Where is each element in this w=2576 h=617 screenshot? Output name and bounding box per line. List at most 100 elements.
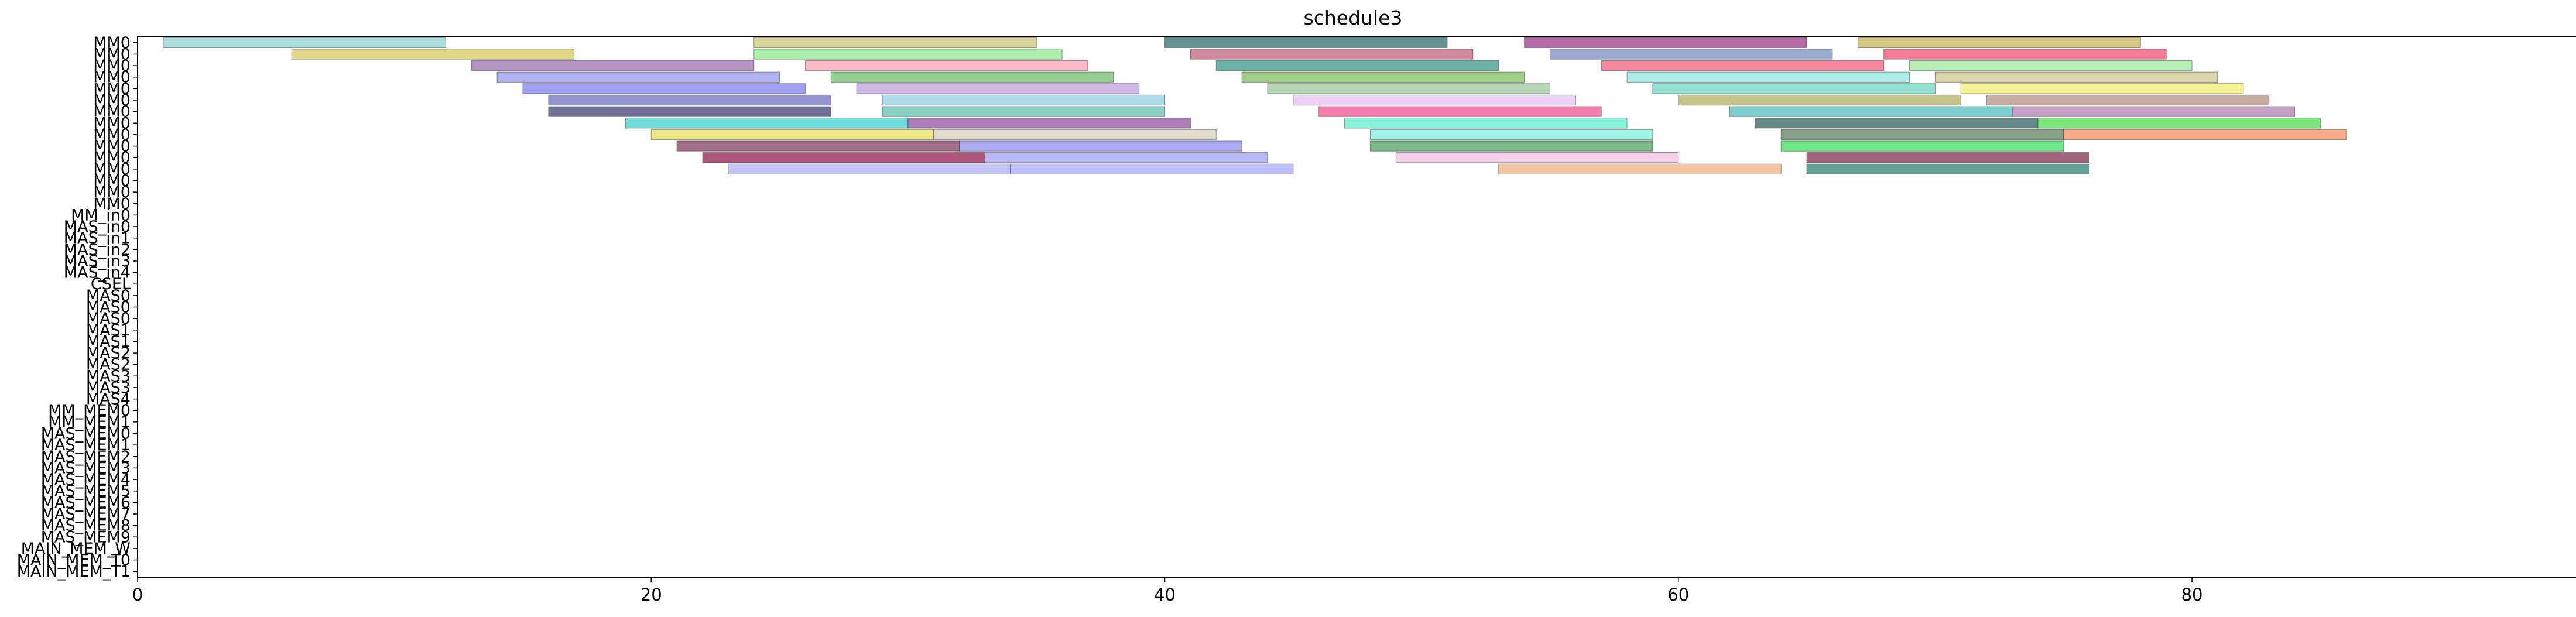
task-bar-2 xyxy=(1164,37,1448,48)
y-tick-label-1: MM0 xyxy=(93,45,131,63)
y-tick-label-30: MAS3 xyxy=(86,379,131,397)
y-tick-label-40: MAS_MEM6 xyxy=(41,493,131,512)
y-tick-label-9: MM0 xyxy=(93,138,131,156)
task-bar-27 xyxy=(1293,94,1576,106)
y-tick-label-25: MAS1 xyxy=(86,321,131,340)
task-bar-19 xyxy=(1934,71,2218,83)
task-bar-25 xyxy=(548,94,831,106)
task-bar-50 xyxy=(984,152,1268,163)
task-bar-16 xyxy=(830,71,1114,83)
task-bar-1 xyxy=(753,37,1037,48)
y-tick-label-5: MM0 xyxy=(93,91,131,109)
y-tick-label-31: MAS4 xyxy=(86,390,131,409)
y-tick-label-45: MAIN_MEM_T0 xyxy=(17,551,131,570)
y-tick-label-27: MAS2 xyxy=(86,344,131,362)
task-bar-42 xyxy=(1369,129,1653,140)
y-tick-label-16: MAS_in0 xyxy=(64,218,131,236)
task-bar-14 xyxy=(1909,60,2193,71)
y-tick-label-38: MAS_MEM4 xyxy=(41,471,131,489)
y-tick-label-7: MM0 xyxy=(93,114,131,132)
task-bar-22 xyxy=(1267,83,1550,94)
task-bar-5 xyxy=(291,49,575,60)
task-bar-34 xyxy=(2012,106,2296,117)
task-bar-53 xyxy=(728,163,1011,174)
task-bar-18 xyxy=(1626,71,1910,83)
task-bar-49 xyxy=(702,152,985,163)
task-bar-47 xyxy=(1369,140,1653,152)
y-tick-label-19: MAS_in3 xyxy=(64,252,131,270)
task-bar-37 xyxy=(1344,118,1628,129)
y-tick-label-32: MM_MEM0 xyxy=(48,402,131,420)
task-bar-0 xyxy=(163,37,446,48)
y-tick-label-6: MM0 xyxy=(93,103,131,121)
y-labels: MM0MM0MM0MM0MM0MM0MM0MM0MM0MM0MM0MM0MM0M… xyxy=(17,34,138,581)
y-tick-label-18: MAS_in2 xyxy=(64,241,131,259)
task-bar-11 xyxy=(804,60,1088,71)
task-bar-7 xyxy=(1190,49,1474,60)
task-bar-43 xyxy=(1780,129,2064,140)
task-bar-24 xyxy=(1960,83,2244,94)
plot-frame xyxy=(137,36,2576,578)
y-tick-label-44: MAIN_MEM_W xyxy=(21,540,131,558)
y-tick-label-4: MM0 xyxy=(93,80,131,98)
task-bar-35 xyxy=(625,118,909,129)
y-tick-label-21: CSEL xyxy=(91,275,131,293)
task-bar-44 xyxy=(2063,129,2347,140)
chart-title: schedule3 xyxy=(1304,6,1403,29)
task-bar-12 xyxy=(1215,60,1499,71)
task-bar-17 xyxy=(1241,71,1525,83)
x-tick-label-2: 40 xyxy=(1154,585,1176,605)
task-bar-28 xyxy=(1678,94,1961,106)
task-bar-41 xyxy=(933,129,1217,140)
task-bar-36 xyxy=(907,118,1191,129)
x-axis: 0 20 40 60 80 xyxy=(132,577,2203,605)
task-bar-40 xyxy=(650,129,934,140)
y-tick-label-20: MAS_in4 xyxy=(64,264,131,282)
task-bar-38 xyxy=(1755,118,2039,129)
y-tick-label-35: MAS_MEM1 xyxy=(41,436,131,454)
y-tick-label-26: MAS1 xyxy=(86,333,131,351)
y-tick-label-10: MM0 xyxy=(93,149,131,167)
y-tick-label-11: MM0 xyxy=(93,160,131,179)
task-bar-51 xyxy=(1395,152,1679,163)
task-bar-15 xyxy=(496,71,780,83)
task-bar-10 xyxy=(471,60,755,71)
y-tick-label-24: MAS0 xyxy=(86,310,131,328)
y-tick-label-12: MM0 xyxy=(93,172,131,190)
x-tick-label-0: 0 xyxy=(132,585,143,605)
task-bar-55 xyxy=(1498,163,1782,174)
y-tick-label-36: MAS_MEM2 xyxy=(41,448,131,466)
y-tick-label-28: MAS2 xyxy=(86,356,131,374)
task-bar-33 xyxy=(1729,106,2013,117)
y-tick-label-42: MAS_MEM8 xyxy=(41,517,131,535)
y-tick-label-37: MAS_MEM3 xyxy=(41,459,131,477)
task-bar-56 xyxy=(1806,163,2090,174)
task-bar-48 xyxy=(1780,140,2064,152)
y-tick-label-14: MM0 xyxy=(93,195,131,213)
y-tick-label-13: MM0 xyxy=(93,183,131,201)
y-tick-label-2: MM0 xyxy=(93,57,131,75)
task-bar-31 xyxy=(882,106,1166,117)
y-tick-label-46: MAIN_MEM_T1 xyxy=(17,563,131,581)
y-tick-label-22: MAS0 xyxy=(86,287,131,305)
y-tick-label-33: MM_MEM1 xyxy=(48,413,131,431)
x-tick-label-3: 60 xyxy=(1667,585,1689,605)
task-bar-21 xyxy=(856,83,1140,94)
task-bar-26 xyxy=(882,94,1166,106)
task-bar-39 xyxy=(2037,118,2321,129)
y-tick-label-8: MM0 xyxy=(93,126,131,144)
bars-layer xyxy=(163,37,2347,174)
task-bar-3 xyxy=(1524,37,1807,48)
y-tick-label-3: MM0 xyxy=(93,68,131,87)
y-tick-label-0: MM0 xyxy=(93,34,131,52)
y-tick-label-39: MAS_MEM5 xyxy=(41,482,131,501)
task-bar-4 xyxy=(1858,37,2141,48)
task-bar-9 xyxy=(1883,49,2167,60)
task-bar-8 xyxy=(1549,49,1833,60)
task-bar-6 xyxy=(753,49,1063,60)
y-tick-label-23: MAS0 xyxy=(86,299,131,317)
y-tick-label-41: MAS_MEM7 xyxy=(41,505,131,523)
y-tick-label-34: MAS_MEM0 xyxy=(41,425,131,443)
task-bar-46 xyxy=(959,140,1242,152)
